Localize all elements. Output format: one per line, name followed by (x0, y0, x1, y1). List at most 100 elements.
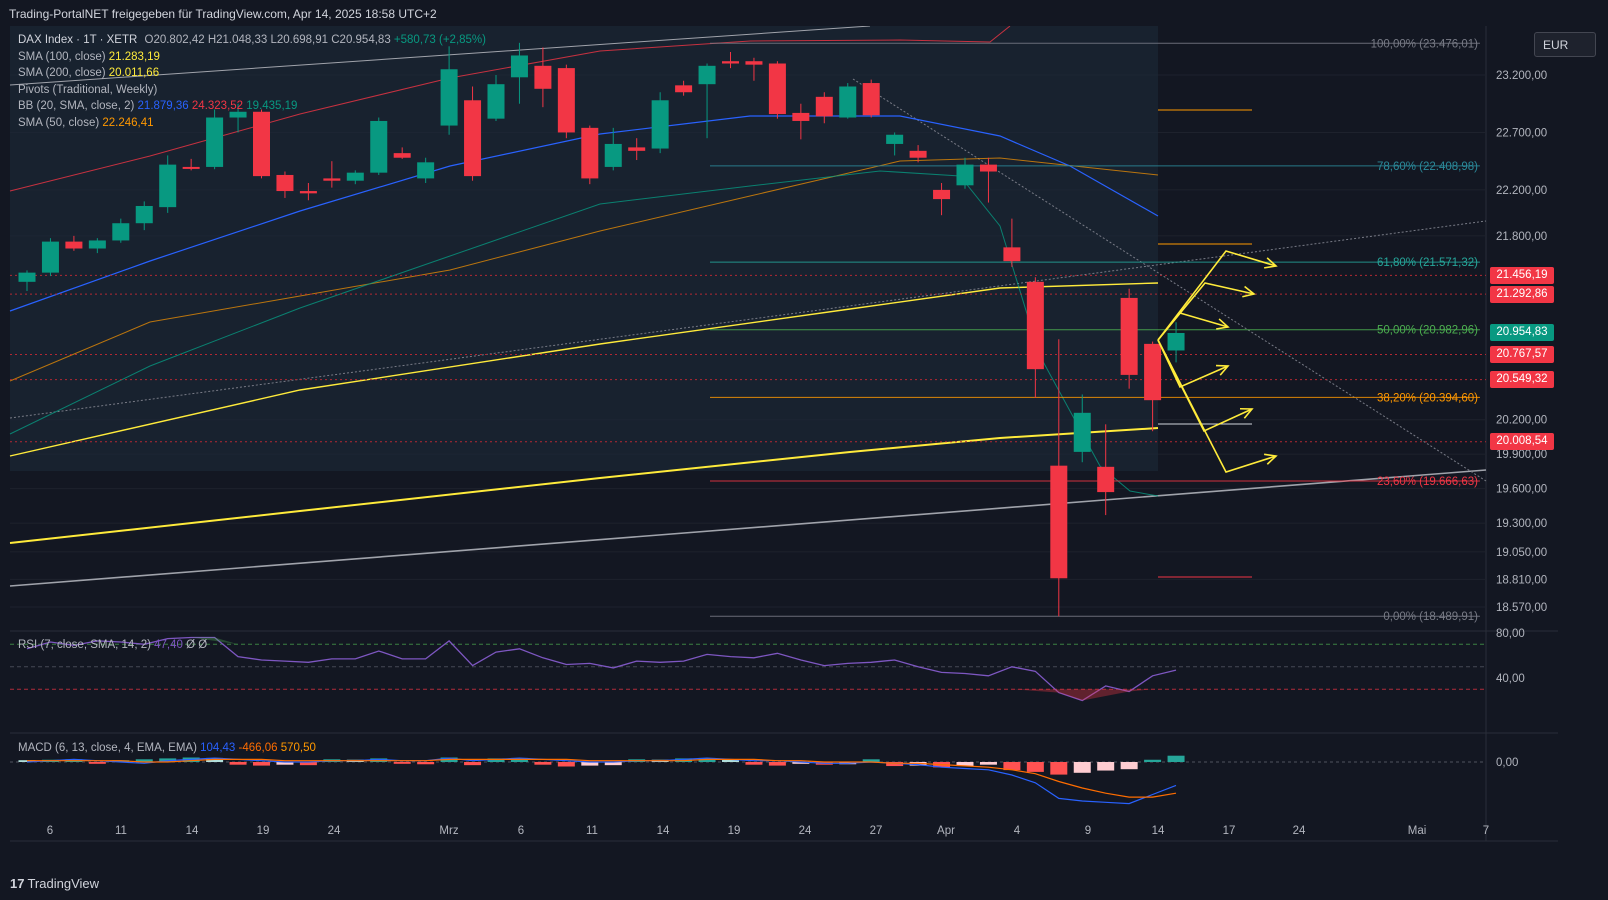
trendline-lower (9, 469, 1487, 587)
legend-bb[interactable]: BB (20, SMA, close, 2) 21.879,36 24.323,… (18, 100, 297, 112)
trendline-down-dotted (852, 78, 1487, 482)
scenario-arrow-head (1242, 285, 1256, 298)
candle-body (182, 166, 200, 169)
candle-body (815, 96, 833, 117)
macd-histogram-bar (487, 758, 505, 762)
rsi-pane-bg (10, 631, 1486, 733)
price-axis-tick: 22.200,00 (1496, 185, 1547, 197)
macd-histogram-bar (581, 762, 599, 766)
candle-body (581, 127, 599, 179)
candle-body (1144, 343, 1162, 401)
macd-histogram-bar (253, 762, 270, 766)
macd-histogram-bar (792, 762, 810, 764)
legend-pivots[interactable]: Pivots (Traditional, Weekly) (18, 84, 157, 96)
legend-rsi-extra: Ø Ø (186, 639, 208, 651)
candle-body (1120, 297, 1138, 375)
fib-level-label: 100,00% (23.476,01) (1371, 38, 1479, 50)
macd-histogram-bar (886, 762, 904, 767)
legend-sma100[interactable]: SMA (100, close) 21.283,19 (18, 51, 160, 63)
chart-area[interactable]: 100,00% (23.476,01) 78,60% (22.408,98) 61,… (0, 26, 1608, 868)
legend-rsi[interactable]: RSI (7, close, SMA, 14, 2) 47,40 Ø Ø (18, 639, 207, 651)
macd-histogram-bar (604, 762, 622, 766)
candle-body (722, 61, 739, 64)
candle-body (276, 174, 294, 192)
price-axis-tick: 19.600,00 (1496, 484, 1547, 496)
price-axis-tick: 18.570,00 (1496, 602, 1547, 614)
time-axis-tick: 14 (1152, 825, 1165, 837)
macd-histogram-bar (135, 759, 153, 762)
price-axis-tick: 18.810,00 (1496, 574, 1547, 586)
candle-body (464, 100, 482, 177)
macd-histogram-bar (1167, 755, 1185, 762)
candle-body (112, 223, 130, 241)
macd-histogram-bar (722, 759, 739, 762)
price-axis-tick: 22.700,00 (1496, 127, 1547, 139)
currency-selector[interactable]: EUR (1534, 32, 1596, 57)
candle-body (65, 241, 83, 249)
bb-lower-line (9, 170, 1159, 497)
fib-level-label: 50,00% (20.982,96) (1377, 325, 1478, 337)
macd-histogram-bar (1097, 762, 1115, 771)
trendline-dotted (9, 220, 1487, 419)
legend-sma100-label: SMA (100, close) (18, 51, 106, 63)
macd-histogram-bar (1050, 762, 1068, 775)
candle-body (1073, 412, 1091, 452)
candle-body (675, 85, 693, 93)
legend-open: O20.802,42 (144, 34, 205, 46)
candle-body (253, 111, 270, 177)
bb-upper-line (9, 26, 1011, 192)
legend-macd-value: 104,43 (200, 742, 236, 754)
top-bar: Trading-PortalNET freigegeben für Tradin… (0, 0, 1608, 26)
candle-body (628, 147, 646, 151)
time-axis-tick: 19 (257, 825, 270, 837)
time-axis-tick: 17 (1223, 825, 1236, 837)
macd-histogram-bar (862, 759, 880, 762)
time-axis-tick: 24 (328, 825, 341, 837)
legend-macd[interactable]: MACD (6, 13, close, 4, EMA, EMA) 104,43 … (18, 742, 316, 754)
legend-symbol[interactable]: DAX Index · 1T · XETR (18, 34, 138, 46)
price-axis-label: 20.008,54 (1490, 433, 1554, 451)
legend-bb-upper: 24.323,52 (191, 100, 244, 112)
tradingview-brand: TradingView (27, 876, 100, 891)
candle-body (440, 69, 458, 126)
tradingview-logo[interactable]: 17 TradingView (10, 876, 99, 891)
time-axis-tick: 24 (1293, 825, 1306, 837)
macd-histogram-bar (417, 762, 435, 765)
macd-histogram-bar (229, 762, 247, 765)
legend-ohlc: O20.802,42 H21.048,33 L20.698,91 C20.954… (145, 34, 487, 46)
legend-rsi-label: RSI (7, close, SMA, 14, 2) (18, 639, 151, 651)
legend-macd-label: MACD (6, 13, close, 4, EMA, EMA) (18, 742, 197, 754)
candle-body (510, 55, 528, 78)
bottom-bar: 17 TradingView (0, 868, 1608, 900)
scenario-arrow (1157, 312, 1229, 341)
candle-body (979, 164, 997, 172)
candle-body (792, 112, 810, 121)
candle-body (745, 61, 763, 65)
macd-histogram-bar (768, 762, 786, 766)
macd-histogram-bar (464, 762, 482, 766)
candle-body (1167, 332, 1185, 351)
macd-histogram-bar (979, 762, 997, 765)
time-axis-tick: Mai (1408, 825, 1427, 837)
candle-body (534, 65, 552, 89)
legend-symbol-row: DAX Index · 1T · XETR O20.802,42 H21.048… (18, 34, 486, 46)
rsi-axis-tick: 80,00 (1496, 628, 1525, 640)
price-axis-tick: 23.200,00 (1496, 70, 1547, 82)
candle-body (956, 164, 974, 186)
legend-sma50[interactable]: SMA (50, close) 22.246,41 (18, 117, 154, 129)
legend-sma50-label: SMA (50, close) (18, 117, 100, 129)
legend-sma50-value: 22.246,41 (102, 117, 154, 129)
macd-histogram-bar (1144, 759, 1162, 762)
candle-body (159, 164, 177, 208)
macd-histogram-bar (557, 762, 575, 767)
price-axis-tick: 20.200,00 (1496, 415, 1547, 427)
trendline-upper (9, 26, 871, 86)
legend-sma200[interactable]: SMA (200, close) 20.011,66 (18, 67, 159, 79)
rsi-line (26, 636, 1177, 702)
macd-histogram-bar (745, 762, 763, 765)
macd-histogram-bar (1003, 762, 1021, 771)
candle-body (886, 134, 904, 144)
candle-body (1026, 281, 1044, 370)
fib-level-label: 78,60% (22.408,98) (1377, 161, 1478, 173)
candle-body (839, 86, 857, 118)
